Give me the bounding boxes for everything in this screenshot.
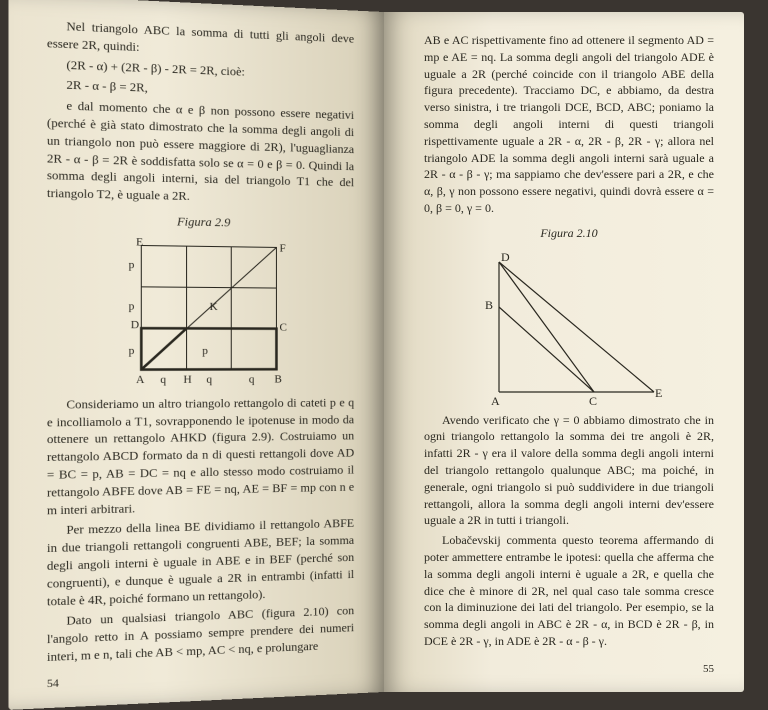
svg-text:A: A [491, 394, 500, 407]
svg-text:q: q [160, 374, 166, 386]
svg-text:F: F [279, 242, 285, 254]
left-page: Nel triangolo ABC la somma di tutti gli … [9, 0, 384, 710]
svg-text:D: D [130, 319, 138, 331]
svg-text:E: E [135, 236, 142, 248]
svg-text:q: q [248, 373, 254, 385]
paragraph: e dal momento che α e β non possono esse… [47, 97, 354, 209]
paragraph: Avendo verificato che γ = 0 abbiamo dimo… [424, 412, 714, 530]
paragraph: Consideriamo un altro triangolo rettango… [47, 394, 354, 519]
figure-2-10: D B A C E [469, 247, 669, 407]
svg-text:q: q [206, 373, 212, 385]
figure-label: Figura 2.9 [47, 211, 354, 234]
svg-text:p: p [128, 259, 134, 271]
paragraph: AB e AC rispettivamente fino ad ottenere… [424, 32, 714, 217]
right-page: AB e AC rispettivamente fino ad ottenere… [384, 12, 744, 692]
svg-text:p: p [128, 300, 134, 312]
page-number: 55 [703, 662, 714, 677]
svg-text:B: B [485, 298, 493, 312]
svg-text:E: E [655, 386, 662, 400]
svg-text:B: B [274, 373, 281, 385]
svg-text:p: p [202, 345, 208, 357]
svg-text:A: A [135, 374, 144, 386]
svg-text:C: C [589, 394, 597, 407]
figure-2-9: E F p p D K C p p A q H q q B [109, 234, 296, 390]
svg-text:C: C [279, 322, 286, 334]
book-spread: Nel triangolo ABC la somma di tutti gli … [24, 12, 744, 692]
svg-text:H: H [183, 374, 191, 386]
svg-text:K: K [209, 301, 217, 313]
svg-text:p: p [128, 345, 134, 357]
page-number: 54 [47, 676, 59, 693]
paragraph: Lobačevskij commenta questo teorema affe… [424, 532, 714, 650]
figure-label: Figura 2.10 [424, 225, 714, 242]
svg-text:D: D [501, 250, 510, 264]
paragraph: Per mezzo della linea BE dividiamo il re… [47, 515, 354, 610]
paragraph: Dato un qualsiasi triangolo ABC (figura … [47, 602, 354, 666]
